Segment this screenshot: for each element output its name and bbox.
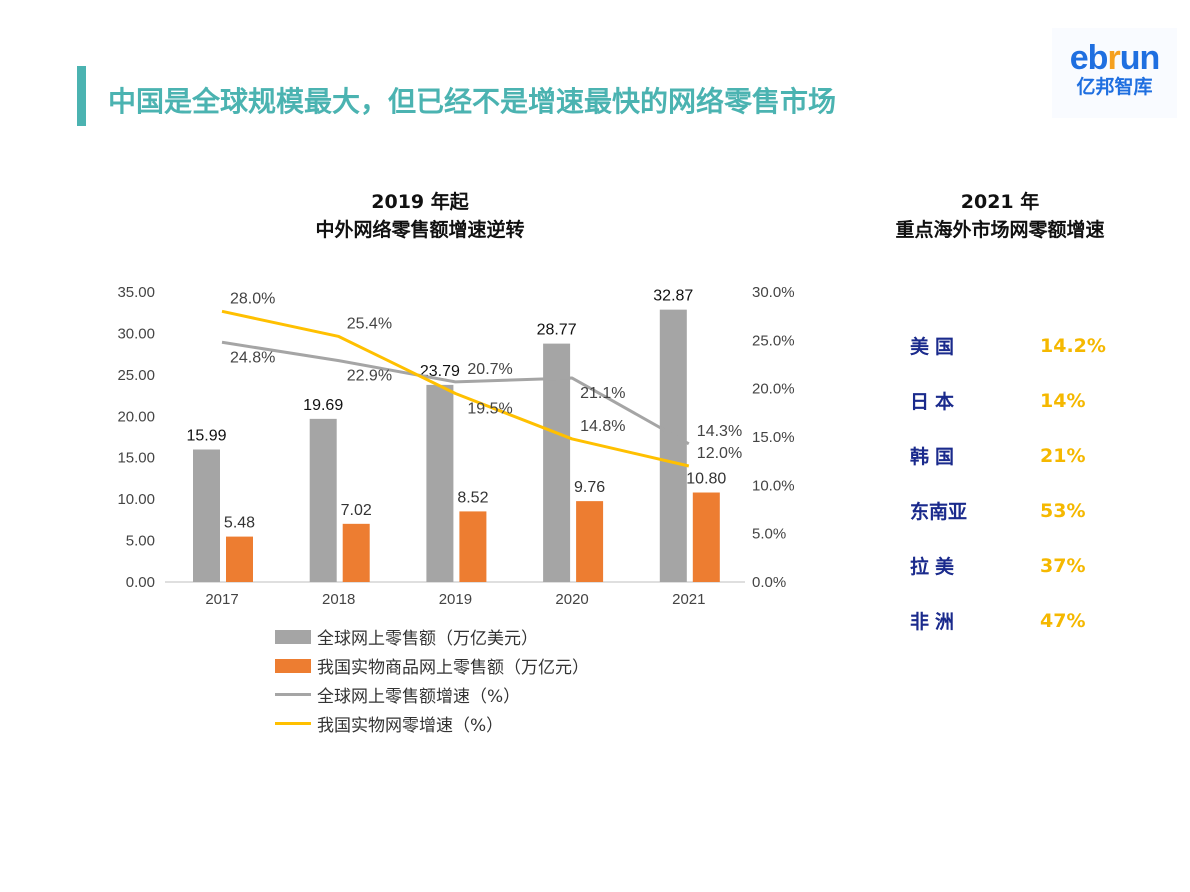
x-tick-label: 2021 bbox=[672, 591, 705, 608]
y-tick-label: 25.00 bbox=[117, 367, 155, 384]
y-tick-label: 30.00 bbox=[117, 325, 155, 342]
market-growth-list: 美国 14.2% 日本 14% 韩国 21% 东南亚 53% 拉美 37% 非洲 47% bbox=[880, 318, 1120, 648]
panel-title: 2021 年重点海外市场网零额增速 bbox=[895, 191, 1105, 241]
bar bbox=[426, 384, 454, 582]
x-tick-label: 2018 bbox=[322, 591, 355, 608]
series-line bbox=[221, 340, 690, 446]
bar bbox=[659, 309, 687, 582]
bar-data-label: 28.77 bbox=[537, 322, 577, 339]
bar bbox=[226, 536, 253, 582]
bar bbox=[309, 418, 337, 582]
y2-tick-label: 0.0% bbox=[752, 574, 786, 591]
y-tick-label: 10.00 bbox=[117, 491, 155, 508]
y2-tick-label: 15.0% bbox=[752, 429, 795, 446]
bar-data-label: 19.69 bbox=[303, 397, 343, 414]
bar bbox=[576, 501, 604, 582]
bar-data-label: 5.48 bbox=[224, 515, 255, 532]
bar bbox=[692, 492, 720, 582]
bar bbox=[459, 511, 487, 582]
y2-tick-label: 10.0% bbox=[752, 477, 795, 494]
line-data-label: 22.9% bbox=[347, 368, 392, 385]
y-tick-label: 35.00 bbox=[117, 284, 155, 301]
x-tick-label: 2019 bbox=[439, 591, 472, 608]
y-tick-label: 15.00 bbox=[117, 450, 155, 467]
bar bbox=[543, 343, 571, 582]
bar-data-label: 9.76 bbox=[574, 479, 605, 496]
bar-data-label: 7.02 bbox=[341, 502, 372, 519]
market-row: 韩国 21% bbox=[910, 444, 1086, 469]
line-data-label: 19.5% bbox=[467, 401, 512, 418]
legend-item: 全球网上零售额（万亿美元） bbox=[275, 622, 589, 651]
y2-tick-label: 20.0% bbox=[752, 381, 795, 398]
legend-item: 我国实物商品网上零售额（万亿元） bbox=[275, 651, 589, 680]
bar-data-label: 32.87 bbox=[653, 288, 693, 305]
y-tick-label: 5.00 bbox=[126, 533, 155, 550]
bar-data-label: 10.80 bbox=[686, 471, 726, 488]
legend-item: 全球网上零售额增速（%） bbox=[275, 680, 589, 709]
line-data-label: 14.3% bbox=[697, 423, 742, 440]
y2-tick-label: 25.0% bbox=[752, 332, 795, 349]
market-row: 美国 14.2% bbox=[910, 334, 1106, 359]
chart-legend: 全球网上零售额（万亿美元） 我国实物商品网上零售额（万亿元） 全球网上零售额增速… bbox=[275, 622, 589, 738]
market-row: 日本 14% bbox=[910, 389, 1086, 414]
market-row: 非洲 47% bbox=[910, 609, 1086, 634]
bar bbox=[193, 449, 220, 582]
x-tick-label: 2020 bbox=[555, 591, 588, 608]
x-tick-label: 2017 bbox=[205, 591, 238, 608]
line-data-label: 24.8% bbox=[230, 349, 275, 366]
y-tick-label: 0.00 bbox=[126, 574, 155, 591]
bar-data-label: 23.79 bbox=[420, 363, 460, 380]
line-data-label: 14.8% bbox=[580, 418, 625, 435]
bar bbox=[342, 523, 370, 582]
y2-tick-label: 5.0% bbox=[752, 526, 786, 543]
bar-data-label: 8.52 bbox=[457, 489, 488, 506]
line-data-label: 12.0% bbox=[697, 445, 742, 462]
line-data-label: 20.7% bbox=[467, 361, 512, 378]
ebrun-logo: ebrun 亿邦智库 bbox=[1052, 28, 1177, 118]
market-row: 拉美 37% bbox=[910, 554, 1086, 579]
title-accent-bar bbox=[77, 66, 86, 126]
market-row: 东南亚 53% bbox=[910, 499, 1086, 524]
line-data-label: 28.0% bbox=[230, 290, 275, 307]
chart-title: 2019 年起 中外网络零售额增速逆转 bbox=[315, 191, 525, 241]
line-data-label: 21.1% bbox=[580, 385, 625, 402]
series-line bbox=[221, 309, 690, 468]
page-title: 中国是全球规模最大，但已经不是增速最快的网络零售市场 bbox=[108, 85, 837, 118]
y-tick-label: 20.00 bbox=[117, 408, 155, 425]
legend-item: 我国实物网零增速（%） bbox=[275, 709, 589, 738]
y2-tick-label: 30.0% bbox=[752, 284, 795, 301]
bar-data-label: 15.99 bbox=[186, 428, 226, 445]
line-data-label: 25.4% bbox=[347, 315, 392, 332]
